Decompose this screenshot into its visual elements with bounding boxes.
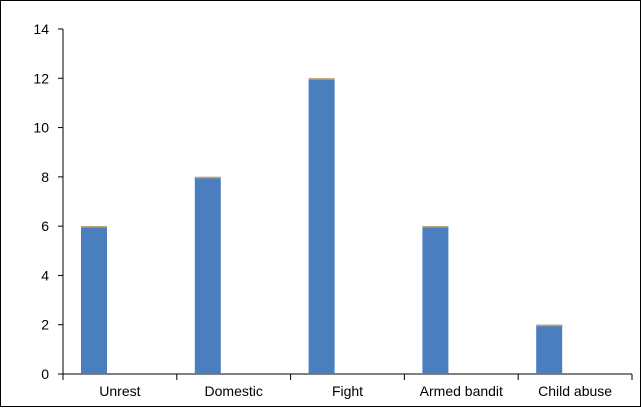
bar <box>308 78 335 375</box>
x-category-label: Domestic <box>205 383 263 399</box>
y-axis: 0 2 4 6 8 10 12 14 <box>33 21 64 382</box>
y-tick-label: 6 <box>41 218 49 234</box>
bar-top-edge <box>308 78 335 80</box>
bar <box>422 226 449 374</box>
bar-top-edge <box>194 176 221 179</box>
y-tick-label: 0 <box>41 366 49 382</box>
bar-top-edge <box>81 226 107 228</box>
y-tick-label: 2 <box>41 317 49 333</box>
x-category-label: Fight <box>332 383 363 399</box>
y-tick-label: 12 <box>33 70 49 86</box>
bar-top-edge <box>536 324 563 327</box>
bar <box>81 226 107 374</box>
bar-top-edge <box>422 226 449 228</box>
x-category-label: Armed bandit <box>420 383 503 399</box>
bar <box>194 176 221 374</box>
bars <box>81 78 563 375</box>
x-category-label: Child abuse <box>538 383 612 399</box>
bar <box>536 324 563 374</box>
y-tick-label: 10 <box>33 120 49 136</box>
x-axis: Unrest Domestic Fight Armed bandit Child abu… <box>62 373 633 399</box>
y-tick-label: 4 <box>41 267 49 283</box>
y-tick-label: 14 <box>33 21 49 37</box>
y-tick-label: 8 <box>41 169 49 185</box>
x-category-label: Unrest <box>99 383 140 399</box>
